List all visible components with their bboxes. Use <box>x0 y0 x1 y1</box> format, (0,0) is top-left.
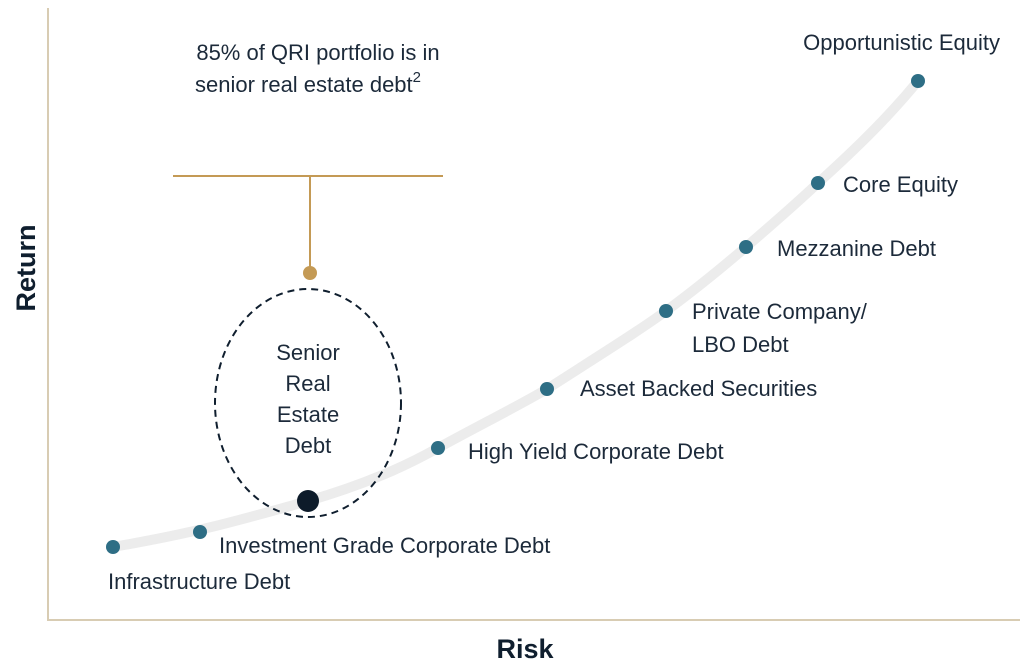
node-dot <box>659 304 673 318</box>
highlight-text: Senior Real Estate Debt <box>276 340 340 458</box>
highlight-line: Real <box>285 371 330 396</box>
callout-line: senior real estate debt <box>195 72 413 97</box>
node-label: Private Company/ <box>692 299 868 324</box>
node-label: Opportunistic Equity <box>803 30 1000 55</box>
node-label: Investment Grade Corporate Debt <box>219 533 550 558</box>
node-label: Mezzanine Debt <box>777 236 936 261</box>
highlight-line: Senior <box>276 340 340 365</box>
node-dot <box>911 74 925 88</box>
callout-text: 85% of QRI portfolio is in <box>196 40 439 65</box>
node-label: High Yield Corporate Debt <box>468 439 724 464</box>
node-dot <box>106 540 120 554</box>
highlight-line: Estate <box>277 402 339 427</box>
y-axis-title: Return <box>11 225 41 312</box>
node-dot <box>739 240 753 254</box>
node-dot <box>193 525 207 539</box>
highlight-ellipse <box>214 288 402 518</box>
superscript: 2 <box>413 69 421 86</box>
node-dot <box>811 176 825 190</box>
node-label: Infrastructure Debt <box>108 569 290 594</box>
connector-dot <box>303 266 317 280</box>
callout-text: senior real estate debt2 <box>195 69 421 97</box>
node-label: LBO Debt <box>692 332 789 357</box>
highlight-dot <box>297 490 319 512</box>
node-dot <box>431 441 445 455</box>
node-label: Asset Backed Securities <box>580 376 817 401</box>
nodes: Infrastructure Debt Investment Grade Corp… <box>106 30 1000 594</box>
node-dot <box>540 382 554 396</box>
x-axis-title: Risk <box>496 634 554 664</box>
highlight-line: Debt <box>285 433 331 458</box>
node-label: Core Equity <box>843 172 958 197</box>
